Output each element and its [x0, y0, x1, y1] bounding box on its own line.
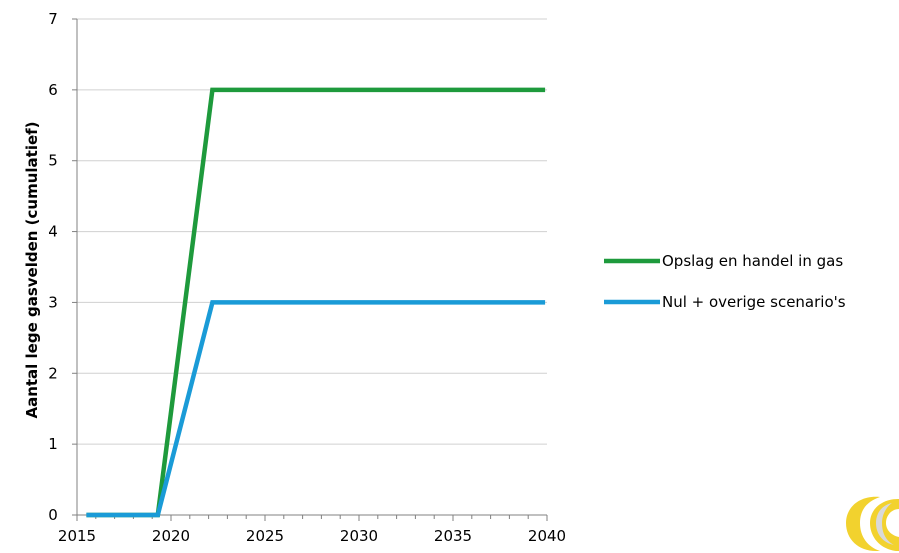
- x-tick-label: 2025: [246, 527, 284, 545]
- legend-label: Nul + overige scenario's: [662, 293, 846, 311]
- y-tick-label: 5: [48, 152, 58, 170]
- x-tick-label: 2035: [434, 527, 472, 545]
- legend: Opslag en handel in gas Nul + overige sce…: [604, 252, 846, 311]
- series-line-2: [86, 300, 546, 518]
- y-axis-ticks: 0 1 2 3 4 5 6 7: [48, 10, 77, 524]
- y-tick-label: 0: [48, 506, 58, 524]
- y-tick-label: 1: [48, 435, 58, 453]
- y-tick-label: 2: [48, 364, 58, 382]
- y-tick-label: 7: [48, 10, 58, 28]
- x-tick-label: 2015: [58, 527, 96, 545]
- x-tick-label: 2020: [152, 527, 190, 545]
- gridlines: [77, 18, 547, 445]
- x-tick-label: 2030: [340, 527, 378, 545]
- y-tick-label: 6: [48, 81, 58, 99]
- series-lines: [86, 87, 546, 518]
- x-tick-label: 2040: [528, 527, 566, 545]
- logo-icon: [846, 496, 899, 551]
- axes: [76, 19, 547, 516]
- x-axis-ticks: 2015 2020 2025 2030 2035 2040: [58, 515, 566, 545]
- y-tick-label: 4: [48, 223, 58, 241]
- legend-label: Opslag en handel in gas: [662, 252, 843, 270]
- y-tick-label: 3: [48, 293, 58, 311]
- y-axis-label: Aantal lege gasvelden (cumulatief): [23, 121, 41, 418]
